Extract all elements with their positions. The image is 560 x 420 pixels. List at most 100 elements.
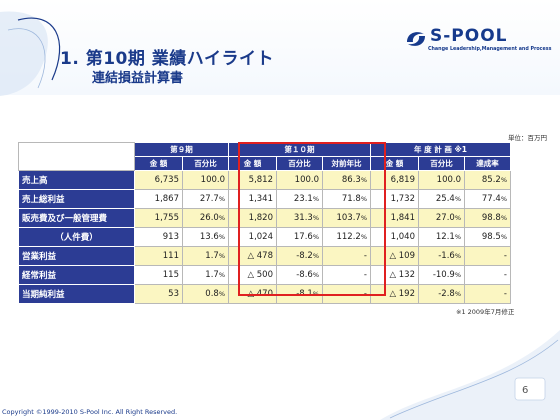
cell-value: 27.0: [435, 213, 455, 223]
percent-suffix: %: [360, 176, 367, 184]
cell-p10-amount: △ 470: [228, 284, 277, 304]
cell-plan-amount: 6,819: [370, 170, 419, 190]
unit-label: 単位：百万円: [508, 134, 547, 142]
subheader-p10-amount: 金 額: [228, 156, 277, 171]
cell-p9-pct: 27.7%: [182, 189, 229, 209]
percent-suffix: %: [454, 233, 461, 241]
cell-p10-pct: 100.0: [276, 170, 323, 190]
page-title: 1. 第10期 業績ハイライト: [60, 49, 274, 69]
percent-suffix: %: [218, 252, 225, 260]
cell-value: 913: [162, 232, 179, 242]
logo-wordmark: S-POOL: [430, 26, 508, 46]
subheader-p10-yoy: 対前年比: [322, 156, 371, 171]
cell-p9-amount: 115: [134, 265, 183, 285]
group-header-p10: 第１０期: [228, 142, 371, 157]
percent-suffix: %: [360, 214, 367, 222]
cell-plan-rate: 85.2%: [464, 170, 511, 190]
subheader-p9-pct: 百分比: [182, 156, 229, 171]
cell-value: △ 192: [389, 289, 415, 299]
cell-value: 85.2: [481, 175, 501, 185]
cell-value: △ 500: [247, 270, 273, 280]
percent-suffix: %: [218, 290, 225, 298]
row-label: 売上高: [18, 170, 135, 190]
percent-suffix: %: [500, 214, 507, 222]
row-label: 営業利益: [18, 246, 135, 266]
cell-value: -: [503, 289, 507, 299]
row-label: （人件費）: [18, 227, 135, 247]
table-row: 当期純利益 53 0.8% △ 470 -8.1% - △ 192 -2.8% -: [18, 284, 511, 304]
cell-p10-yoy: -: [322, 246, 371, 266]
cell-plan-pct: -10.9%: [418, 265, 465, 285]
percent-suffix: %: [454, 214, 461, 222]
cell-value: 1,755: [154, 213, 179, 223]
cell-p10-yoy: -: [322, 265, 371, 285]
cell-p10-amount: △ 478: [228, 246, 277, 266]
cell-value: 12.1: [435, 232, 455, 242]
percent-suffix: %: [218, 214, 225, 222]
table-row: （人件費） 913 13.6% 1,024 17.6% 112.2% 1,040 12.1% 9…: [18, 227, 511, 247]
cell-p9-pct: 0.8%: [182, 284, 229, 304]
cell-p9-pct: 26.0%: [182, 208, 229, 228]
cell-p9-pct: 100.0: [182, 170, 229, 190]
cell-value: 1,040: [390, 232, 415, 242]
cell-plan-amount: △ 192: [370, 284, 419, 304]
group-header-p9: 第９期: [134, 142, 229, 157]
cell-value: -10.9: [432, 270, 455, 280]
cell-value: 26.0: [199, 213, 219, 223]
subheader-plan-pct: 百分比: [418, 156, 465, 171]
group-header-plan-label: 年 度 計 画: [414, 145, 452, 154]
cell-plan-pct: 100.0: [418, 170, 465, 190]
cell-value: 1,732: [390, 194, 415, 204]
cell-value: -1.6: [438, 251, 455, 261]
table-row: 売上高 6,735 100.0 5,812 100.0 86.3% 6,819 100.0 85…: [18, 170, 511, 190]
cell-plan-amount: 1,732: [370, 189, 419, 209]
cell-p10-pct: 17.6%: [276, 227, 323, 247]
percent-suffix: %: [500, 233, 507, 241]
percent-suffix: %: [454, 290, 461, 298]
cell-value: 17.6: [293, 232, 313, 242]
cell-plan-rate: 77.4%: [464, 189, 511, 209]
cell-value: 31.3: [293, 213, 313, 223]
cell-value: 1,820: [248, 213, 273, 223]
percent-suffix: %: [454, 271, 461, 279]
cell-p10-amount: 1,341: [228, 189, 277, 209]
cell-value: 98.8: [481, 213, 501, 223]
cell-p10-yoy: 103.7%: [322, 208, 371, 228]
cell-value: 77.4: [481, 194, 501, 204]
cell-plan-rate: 98.5%: [464, 227, 511, 247]
percent-suffix: %: [218, 271, 225, 279]
percent-suffix: %: [454, 195, 461, 203]
cell-p9-pct: 13.6%: [182, 227, 229, 247]
cell-p10-pct: 31.3%: [276, 208, 323, 228]
cell-value: -8.1: [296, 289, 313, 299]
cell-value: 71.8: [341, 194, 361, 204]
table-row: 営業利益 111 1.7% △ 478 -8.2% - △ 109 -1.6% -: [18, 246, 511, 266]
cell-p10-amount: 5,812: [228, 170, 277, 190]
cell-value: 23.1: [293, 194, 313, 204]
cell-value: -8.6: [296, 270, 313, 280]
corner-cell: [18, 142, 135, 171]
cell-p9-amount: 111: [134, 246, 183, 266]
page-number: 6: [522, 385, 529, 396]
plan-note-mark: ※1: [454, 145, 467, 154]
percent-suffix: %: [218, 195, 225, 203]
cell-value: △ 470: [247, 289, 273, 299]
cell-p9-amount: 6,735: [134, 170, 183, 190]
cell-value: △ 109: [389, 251, 415, 261]
cell-value: 6,735: [154, 175, 179, 185]
cell-p10-pct: 23.1%: [276, 189, 323, 209]
table-row: 経常利益 115 1.7% △ 500 -8.6% - △ 132 -10.9% -: [18, 265, 511, 285]
cell-value: -8.2: [296, 251, 313, 261]
cell-p9-amount: 1,867: [134, 189, 183, 209]
percent-suffix: %: [454, 252, 461, 260]
cell-value: 100.0: [200, 175, 225, 185]
cell-plan-amount: 1,841: [370, 208, 419, 228]
subheader-p10-pct: 百分比: [276, 156, 323, 171]
cell-value: 86.3: [341, 175, 361, 185]
logo-tagline: Change Leadership,Management and Process: [428, 47, 552, 52]
cell-value: 1.7: [205, 270, 219, 280]
cell-value: -: [363, 289, 367, 299]
cell-p10-pct: -8.6%: [276, 265, 323, 285]
cell-value: 98.5: [481, 232, 501, 242]
